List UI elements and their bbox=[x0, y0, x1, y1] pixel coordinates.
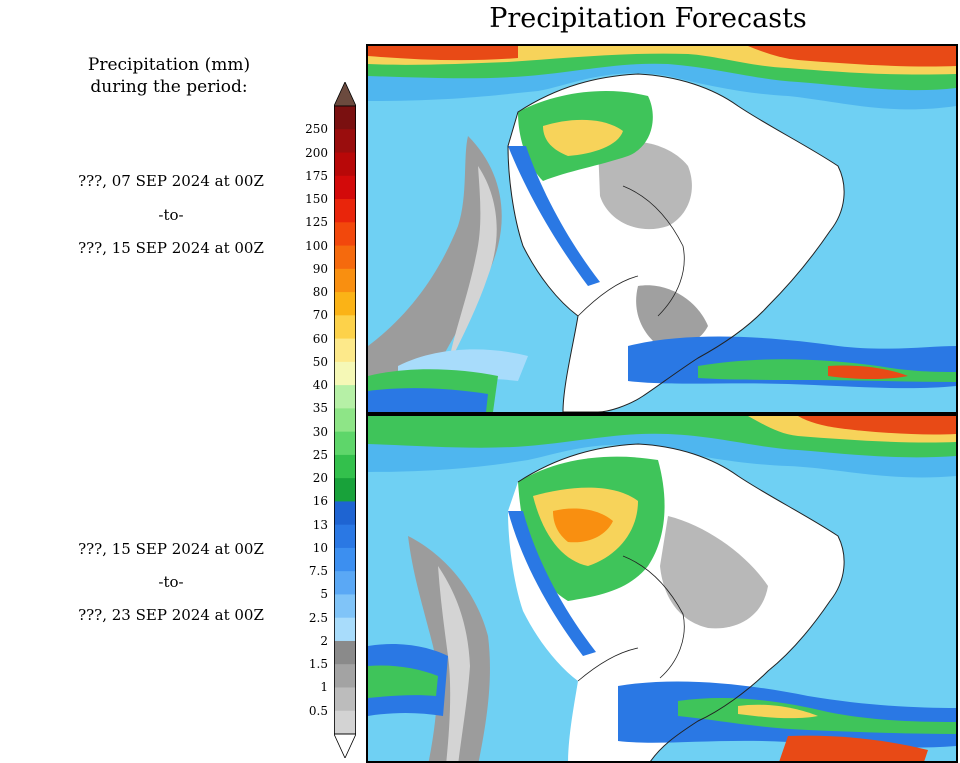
period2-start: ???, 15 SEP 2024 at 00Z bbox=[78, 540, 264, 558]
colorbar-top-arrow bbox=[334, 82, 356, 107]
colorbar-segment bbox=[334, 106, 356, 130]
colorbar-segment bbox=[334, 454, 356, 479]
period1-to: -to- bbox=[158, 206, 184, 224]
colorbar-label: 150 bbox=[305, 192, 328, 207]
period1-end: ???, 15 SEP 2024 at 00Z bbox=[78, 239, 264, 257]
colorbar-segment bbox=[334, 478, 356, 502]
map-panel-period1 bbox=[366, 44, 958, 414]
colorbar-segment bbox=[334, 315, 356, 340]
colorbar-label: 200 bbox=[305, 145, 328, 160]
colorbar-segment bbox=[334, 687, 356, 712]
legend-header-line1: Precipitation (mm) bbox=[87, 55, 251, 75]
chart-title: Precipitation Forecasts bbox=[489, 3, 807, 34]
colorbar-label: 50 bbox=[312, 354, 328, 369]
colorbar-segment bbox=[334, 361, 356, 386]
period2-end: ???, 23 SEP 2024 at 00Z bbox=[78, 606, 264, 624]
period1-start: ???, 07 SEP 2024 at 00Z bbox=[78, 172, 264, 190]
colorbar-segment bbox=[334, 199, 356, 223]
colorbar-label: 10 bbox=[312, 540, 328, 555]
legend-header: Precipitation (mm) during the period: bbox=[40, 54, 298, 98]
colorbar-segment bbox=[334, 547, 356, 572]
colorbar-segment bbox=[334, 385, 356, 409]
colorbar-label: 16 bbox=[312, 494, 328, 509]
precipitation-colorbar bbox=[334, 82, 356, 758]
colorbar-segment bbox=[334, 222, 356, 247]
colorbar-segment bbox=[334, 175, 356, 200]
colorbar-segment bbox=[334, 129, 356, 154]
colorbar-segment bbox=[334, 571, 356, 595]
colorbar-label: 13 bbox=[312, 517, 328, 532]
colorbar-label: 1.5 bbox=[308, 657, 328, 672]
map-period1 bbox=[368, 46, 956, 412]
map-period2 bbox=[368, 416, 956, 761]
colorbar-label: 125 bbox=[305, 215, 328, 230]
map-panel-period2 bbox=[366, 414, 958, 763]
legend-header-line2: during the period: bbox=[90, 77, 248, 97]
colorbar-label: 70 bbox=[312, 308, 328, 323]
colorbar-segment bbox=[334, 664, 356, 688]
colorbar-label: 2.5 bbox=[308, 610, 328, 625]
colorbar-segment bbox=[334, 268, 356, 293]
colorbar-label: 0.5 bbox=[308, 703, 328, 718]
colorbar-label: 20 bbox=[312, 471, 328, 486]
colorbar-label: 40 bbox=[312, 378, 328, 393]
colorbar-label: 7.5 bbox=[308, 564, 328, 579]
colorbar-segment bbox=[334, 524, 356, 549]
colorbar-segment bbox=[334, 501, 356, 526]
colorbar-segment bbox=[334, 152, 356, 177]
period2-to: -to- bbox=[158, 573, 184, 591]
colorbar-bottom-arrow bbox=[334, 733, 356, 758]
colorbar-label: 175 bbox=[305, 168, 328, 183]
colorbar-segment bbox=[334, 338, 356, 363]
colorbar-label: 5 bbox=[320, 587, 328, 602]
colorbar-label: 25 bbox=[312, 447, 328, 462]
colorbar-label: 1 bbox=[320, 680, 328, 695]
colorbar-segment bbox=[334, 594, 356, 619]
colorbar-label: 90 bbox=[312, 261, 328, 276]
colorbar-label: 250 bbox=[305, 122, 328, 137]
colorbar-label: 35 bbox=[312, 401, 328, 416]
colorbar-segment bbox=[334, 245, 356, 270]
colorbar-segment bbox=[334, 408, 356, 433]
colorbar-label: 2 bbox=[320, 633, 328, 648]
colorbar-label: 100 bbox=[305, 238, 328, 253]
colorbar-segment bbox=[334, 710, 356, 735]
colorbar-segment bbox=[334, 617, 356, 642]
colorbar-label: 60 bbox=[312, 331, 328, 346]
colorbar-segment bbox=[334, 292, 356, 316]
colorbar-label: 80 bbox=[312, 285, 328, 300]
colorbar-segment bbox=[334, 640, 356, 665]
colorbar-segment bbox=[334, 431, 356, 456]
colorbar-label: 30 bbox=[312, 424, 328, 439]
